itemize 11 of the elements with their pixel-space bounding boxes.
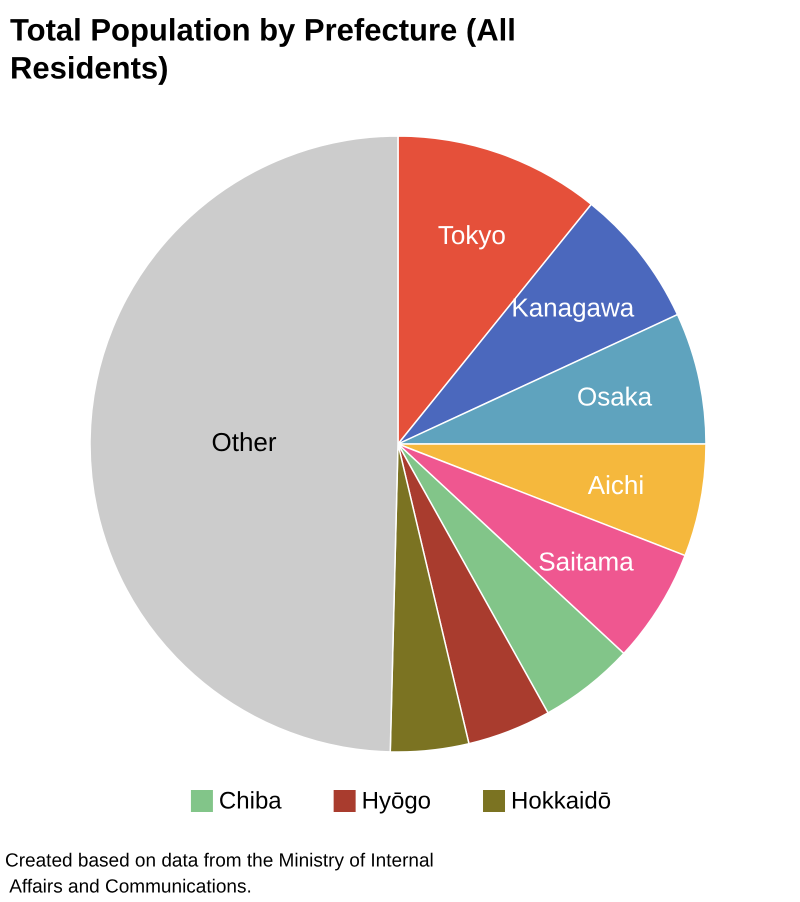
slice-label: Saitama — [538, 546, 634, 577]
legend-label: Hyōgo — [362, 788, 432, 814]
slice-label: Kanagawa — [511, 292, 635, 323]
slice-label: Aichi — [588, 470, 644, 500]
slice-label: Osaka — [576, 381, 653, 412]
chart-title: Total Population by Prefecture (All Residents) — [10, 12, 524, 86]
legend-label: Chiba — [218, 788, 282, 814]
slice-label: Tokyo — [438, 220, 506, 250]
legend-label: Hokkaidō — [511, 788, 612, 814]
text: Created based on data from the Ministry of Internal Affairs and Communications. — [5, 850, 434, 898]
slice-label: Other — [211, 427, 277, 458]
